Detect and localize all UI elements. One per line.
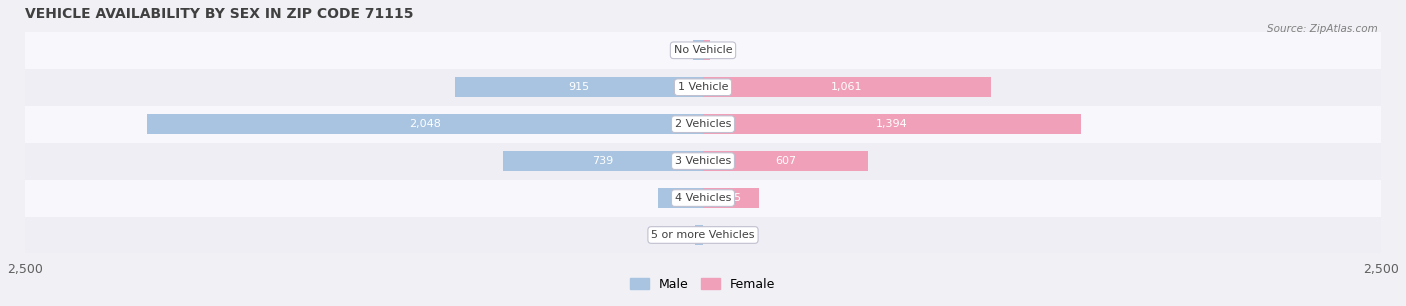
Bar (25, 32, 1381, 69)
Bar (25, 143, 1381, 180)
Bar (25, 69, 1381, 106)
Text: 166: 166 (671, 193, 690, 203)
Bar (25, 217, 1381, 253)
Text: 2,048: 2,048 (409, 119, 441, 129)
Text: 37: 37 (673, 45, 688, 55)
Text: No Vehicle: No Vehicle (673, 45, 733, 55)
Text: 4 Vehicles: 4 Vehicles (675, 193, 731, 203)
Text: 27: 27 (716, 45, 730, 55)
Bar (703, 188, 759, 208)
Text: 739: 739 (592, 156, 613, 166)
Legend: Male, Female: Male, Female (626, 273, 780, 296)
Bar (693, 40, 703, 61)
Text: 1,061: 1,061 (831, 82, 863, 92)
Text: VEHICLE AVAILABILITY BY SEX IN ZIP CODE 71115: VEHICLE AVAILABILITY BY SEX IN ZIP CODE … (25, 7, 413, 21)
Bar (703, 77, 991, 97)
Bar (703, 40, 710, 61)
Text: 3 Vehicles: 3 Vehicles (675, 156, 731, 166)
Text: Source: ZipAtlas.com: Source: ZipAtlas.com (1267, 24, 1378, 35)
Text: 1,394: 1,394 (876, 119, 908, 129)
Bar (658, 188, 703, 208)
Bar (25, 180, 1381, 217)
Text: 1 Vehicle: 1 Vehicle (678, 82, 728, 92)
Text: 5 or more Vehicles: 5 or more Vehicles (651, 230, 755, 240)
Bar (703, 114, 1081, 134)
Text: 915: 915 (568, 82, 589, 92)
Bar (502, 151, 703, 171)
Bar (25, 106, 1381, 143)
Text: 2 Vehicles: 2 Vehicles (675, 119, 731, 129)
Bar (695, 225, 703, 245)
Text: 205: 205 (720, 193, 741, 203)
Text: 29: 29 (675, 230, 690, 240)
Bar (454, 77, 703, 97)
Text: 607: 607 (775, 156, 796, 166)
Text: 0: 0 (709, 230, 716, 240)
Bar (148, 114, 703, 134)
Bar (703, 151, 868, 171)
